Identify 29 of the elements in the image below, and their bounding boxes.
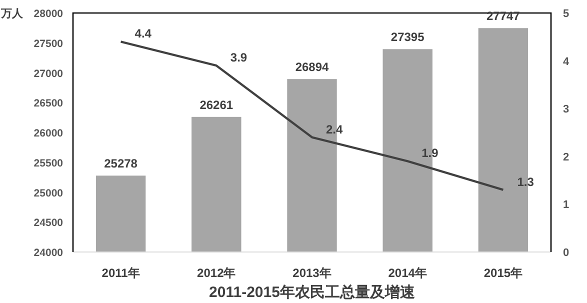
text: 2011-2015年农民工总量及增速 bbox=[209, 284, 416, 301]
y-tick-label: 27000 bbox=[34, 68, 64, 80]
data-label: 27747 bbox=[486, 9, 520, 24]
y2-tick-label: 1 bbox=[562, 199, 570, 212]
y-tick-label: 26500 bbox=[34, 98, 64, 110]
data-label: 4.4 bbox=[134, 26, 152, 41]
data-label: 27395 bbox=[390, 30, 425, 44]
y2-tick-label: 5 bbox=[562, 8, 570, 20]
x-tick-label: 2012年 bbox=[197, 266, 236, 280]
y-axis-title: 万人 bbox=[0, 8, 24, 20]
x-tick-label: 2015年 bbox=[484, 266, 523, 280]
x-tick-label: 2011年 bbox=[102, 266, 140, 280]
y-tick-label: 26000 bbox=[34, 128, 64, 140]
data-label: 3.9 bbox=[230, 50, 248, 65]
data-label: 25278 bbox=[104, 156, 138, 171]
y-tick-label: 24000 bbox=[34, 247, 64, 259]
data-label: 26894 bbox=[295, 60, 330, 74]
y-tick-label: 25500 bbox=[34, 157, 64, 170]
y-tick-label: 28000 bbox=[34, 8, 64, 20]
y2-tick-label: 4 bbox=[562, 56, 570, 68]
y2-tick-label: 2 bbox=[562, 151, 570, 164]
x-tick-label: 2014年 bbox=[388, 266, 427, 280]
y2-tick-label: 0 bbox=[562, 247, 570, 259]
y-tick-label: 25000 bbox=[34, 187, 64, 200]
x-tick-label: 2013年 bbox=[292, 266, 332, 280]
y2-tick-label: 3 bbox=[562, 104, 570, 116]
data-label: 26261 bbox=[200, 98, 234, 112]
y-tick-label: 24500 bbox=[34, 217, 64, 230]
y-tick-label: 27500 bbox=[34, 38, 64, 50]
